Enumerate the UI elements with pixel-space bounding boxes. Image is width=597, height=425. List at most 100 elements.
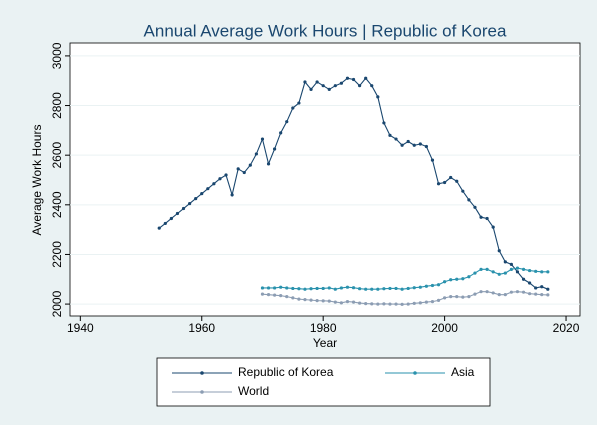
- legend-label: World: [238, 384, 269, 398]
- point: [515, 266, 520, 270]
- point: [503, 260, 507, 264]
- point: [430, 158, 435, 162]
- y-tick-label: 2000: [50, 290, 64, 317]
- point: [491, 270, 495, 274]
- point: [358, 301, 362, 305]
- point: [443, 280, 447, 284]
- point: [521, 277, 526, 281]
- point: [248, 163, 252, 167]
- point: [534, 269, 538, 273]
- x-axis-label: Year: [313, 336, 337, 350]
- point: [388, 286, 392, 291]
- point: [260, 137, 265, 141]
- point: [497, 272, 501, 276]
- point: [309, 298, 313, 302]
- point: [509, 290, 513, 294]
- point: [406, 302, 410, 306]
- point: [473, 271, 477, 275]
- point: [418, 301, 422, 305]
- point: [540, 285, 544, 289]
- point: [364, 301, 368, 306]
- x-tick-label: 1960: [188, 321, 215, 335]
- point: [351, 77, 356, 82]
- point: [388, 302, 392, 306]
- point: [491, 291, 495, 295]
- point: [443, 180, 447, 185]
- point: [370, 287, 374, 291]
- point: [382, 121, 386, 125]
- legend-label: Republic of Korea: [238, 365, 334, 379]
- point: [455, 295, 459, 299]
- point: [521, 290, 526, 294]
- point: [303, 298, 307, 302]
- point: [327, 299, 331, 303]
- point: [479, 290, 483, 294]
- legend-marker: [200, 371, 204, 375]
- point: [333, 287, 337, 291]
- point: [461, 189, 465, 193]
- point: [449, 175, 453, 180]
- point: [455, 277, 459, 281]
- point: [473, 205, 477, 209]
- point: [230, 193, 234, 197]
- point: [291, 296, 295, 300]
- point: [291, 286, 295, 291]
- point: [412, 301, 416, 305]
- point: [279, 285, 283, 289]
- point: [242, 170, 246, 175]
- point: [491, 225, 495, 229]
- x-tick-label: 1940: [67, 321, 94, 335]
- point: [297, 287, 301, 291]
- point: [309, 287, 313, 291]
- point: [273, 147, 277, 151]
- point: [424, 144, 428, 149]
- point: [364, 76, 368, 80]
- point: [309, 87, 313, 92]
- point: [321, 286, 325, 291]
- point: [436, 283, 441, 287]
- point: [297, 101, 301, 105]
- point: [467, 198, 471, 202]
- legend: [156, 357, 491, 407]
- point: [376, 302, 380, 306]
- point: [285, 286, 289, 290]
- point: [418, 285, 422, 289]
- point: [376, 95, 380, 99]
- point: [467, 295, 471, 299]
- point: [394, 302, 398, 306]
- point: [412, 143, 416, 147]
- point: [303, 287, 307, 291]
- point: [473, 292, 477, 296]
- point: [260, 286, 265, 290]
- point: [339, 81, 343, 85]
- point: [430, 300, 435, 304]
- point: [224, 173, 228, 177]
- point: [449, 295, 453, 299]
- point: [254, 152, 258, 156]
- point: [218, 177, 222, 181]
- point: [291, 106, 295, 110]
- point: [406, 286, 410, 291]
- y-axis-label: Average Work Hours: [30, 125, 44, 236]
- point: [546, 293, 550, 297]
- point: [509, 267, 513, 271]
- x-tick-label: 2020: [553, 321, 580, 335]
- point: [188, 201, 192, 206]
- legend-label: Asia: [451, 365, 475, 379]
- point: [364, 287, 368, 291]
- point: [515, 290, 520, 294]
- point: [497, 293, 501, 297]
- point: [206, 187, 210, 191]
- point: [315, 80, 319, 84]
- point: [339, 286, 343, 290]
- point: [194, 197, 198, 201]
- point: [515, 270, 520, 274]
- point: [534, 286, 538, 290]
- point: [200, 192, 204, 196]
- point: [485, 267, 489, 271]
- point: [546, 287, 550, 291]
- point: [503, 293, 507, 297]
- point: [443, 296, 447, 300]
- point: [479, 215, 483, 219]
- point: [236, 167, 240, 171]
